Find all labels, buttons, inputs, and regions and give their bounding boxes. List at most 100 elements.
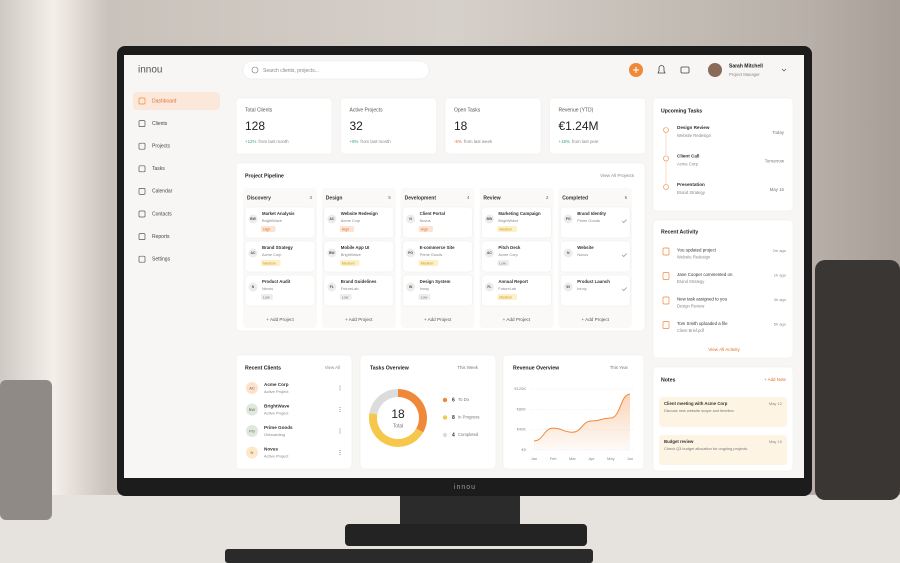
y-tick-label: €40K — [517, 427, 527, 432]
nav-item[interactable]: Reports — [152, 234, 170, 240]
stat-value: 128 — [245, 119, 265, 133]
add-project[interactable]: + Add Project — [424, 317, 452, 322]
menu-dot — [339, 409, 341, 410]
client-initials: IN — [566, 285, 570, 289]
add-note[interactable]: + Add Note — [764, 377, 786, 382]
card-title: Product Launch — [577, 279, 610, 284]
bell-icon[interactable] — [657, 65, 666, 74]
add-project[interactable]: + Add Project — [266, 317, 294, 322]
stat-change: +18% — [559, 139, 570, 144]
stat-value: 32 — [350, 119, 364, 133]
panel-link[interactable]: View All Projects — [600, 173, 635, 178]
card-title: Client Portal — [420, 211, 445, 216]
clients-panel — [235, 354, 353, 470]
client-initials: AC — [251, 251, 256, 255]
client-initials: AC — [249, 385, 255, 390]
stat-label: Active Projects — [350, 107, 384, 113]
stat-note: from last month — [258, 139, 289, 144]
client-avatar — [563, 214, 573, 224]
card-client: BrightWave — [262, 218, 282, 223]
legend-value: 4 — [452, 432, 455, 438]
donut-total: 18 — [391, 407, 405, 421]
task-when: Tomorrow — [765, 159, 785, 164]
client-avatar — [563, 248, 573, 258]
activity-icon — [662, 321, 670, 329]
nav-item[interactable]: Dashboard — [152, 98, 177, 104]
menu-dot — [339, 432, 341, 434]
x-tick-label: Apr — [588, 456, 595, 461]
priority-label: Low — [499, 261, 506, 265]
activity-title: New task assigned to you — [677, 297, 728, 302]
x-tick-label: Mar — [569, 456, 577, 461]
client-avatar — [327, 248, 337, 258]
panel-link[interactable]: View All — [325, 365, 340, 370]
nav-item[interactable]: Contacts — [152, 211, 172, 217]
activity-icon — [662, 272, 670, 280]
mail-icon[interactable] — [680, 66, 690, 74]
client-initials: FL — [487, 285, 491, 289]
donut-segment — [369, 389, 399, 415]
note-text: Check Q3 budget allocation for ongoing p… — [664, 446, 748, 451]
stat-change: +12% — [245, 139, 256, 144]
client-initials: BW — [329, 251, 335, 255]
activity-sub: Website Redesign — [677, 255, 711, 260]
note-card — [659, 435, 787, 465]
client-name: Acme Corp — [264, 382, 289, 387]
nav-icon — [138, 255, 146, 263]
client-avatar — [406, 282, 416, 292]
card-title: E-commerce Site — [420, 245, 455, 250]
nav-icon — [138, 210, 146, 218]
nav-item[interactable]: Settings — [152, 257, 171, 263]
card-title: Website Redesign — [341, 211, 378, 216]
chart-period[interactable]: This Year — [610, 365, 629, 370]
column-count: 5 — [388, 195, 391, 200]
donut-segment — [397, 389, 427, 433]
card-title: Website — [577, 245, 594, 250]
panel-title: Upcoming Tasks — [661, 108, 702, 114]
nav-item[interactable]: Tasks — [152, 166, 165, 172]
nav-icon — [138, 142, 146, 150]
activity-when: 2m ago — [773, 248, 787, 253]
menu-dot — [339, 407, 341, 408]
add-project[interactable]: + Add Project — [503, 317, 531, 322]
stat-value: €1.24M — [559, 119, 599, 133]
stat-card — [235, 97, 333, 155]
keyboard — [225, 549, 593, 563]
menu-dot — [339, 452, 341, 453]
card-client: Innoy — [577, 286, 587, 291]
add-project[interactable]: + Add Project — [581, 317, 609, 322]
note-date: May 10 — [769, 439, 783, 444]
card-client: Acme Corp — [498, 252, 517, 257]
priority-tag — [497, 260, 510, 266]
stat-label: Revenue (YTD) — [559, 107, 594, 113]
nav-item[interactable]: Projects — [152, 144, 171, 150]
monitor-neck — [400, 494, 520, 526]
tasks-panel — [359, 354, 497, 470]
revenue-line — [533, 393, 631, 442]
dashboard: innou Search clients, projects... Sarah Mi… — [133, 60, 794, 472]
client-avatar — [484, 248, 494, 258]
legend-swatch — [442, 397, 448, 403]
column-count: 6 — [625, 195, 628, 200]
panel-link[interactable]: View All Activity — [708, 347, 740, 352]
nav-item[interactable]: Calendar — [152, 189, 173, 195]
nav-item[interactable]: Clients — [152, 121, 168, 127]
search-box[interactable] — [242, 60, 430, 80]
chart-period[interactable]: This Week — [457, 365, 478, 370]
client-initials: PG — [249, 428, 255, 433]
activity-when: 1h ago — [774, 273, 787, 278]
client-avatar — [246, 403, 258, 416]
nav-icon — [138, 165, 146, 173]
menu-dot — [339, 387, 341, 389]
chart-title: Revenue Overview — [513, 365, 560, 371]
note-card — [659, 397, 787, 427]
client-avatar — [563, 282, 573, 292]
stat-change: -5% — [454, 139, 462, 144]
client-status: Active Project — [264, 454, 289, 459]
priority-label: High — [342, 227, 349, 231]
priority-tag — [261, 260, 281, 266]
activity-sub: Client Brief.pdf — [677, 328, 705, 333]
add-project[interactable]: + Add Project — [345, 317, 373, 322]
panel-title: Project Pipeline — [245, 173, 284, 179]
priority-tag — [261, 226, 276, 232]
